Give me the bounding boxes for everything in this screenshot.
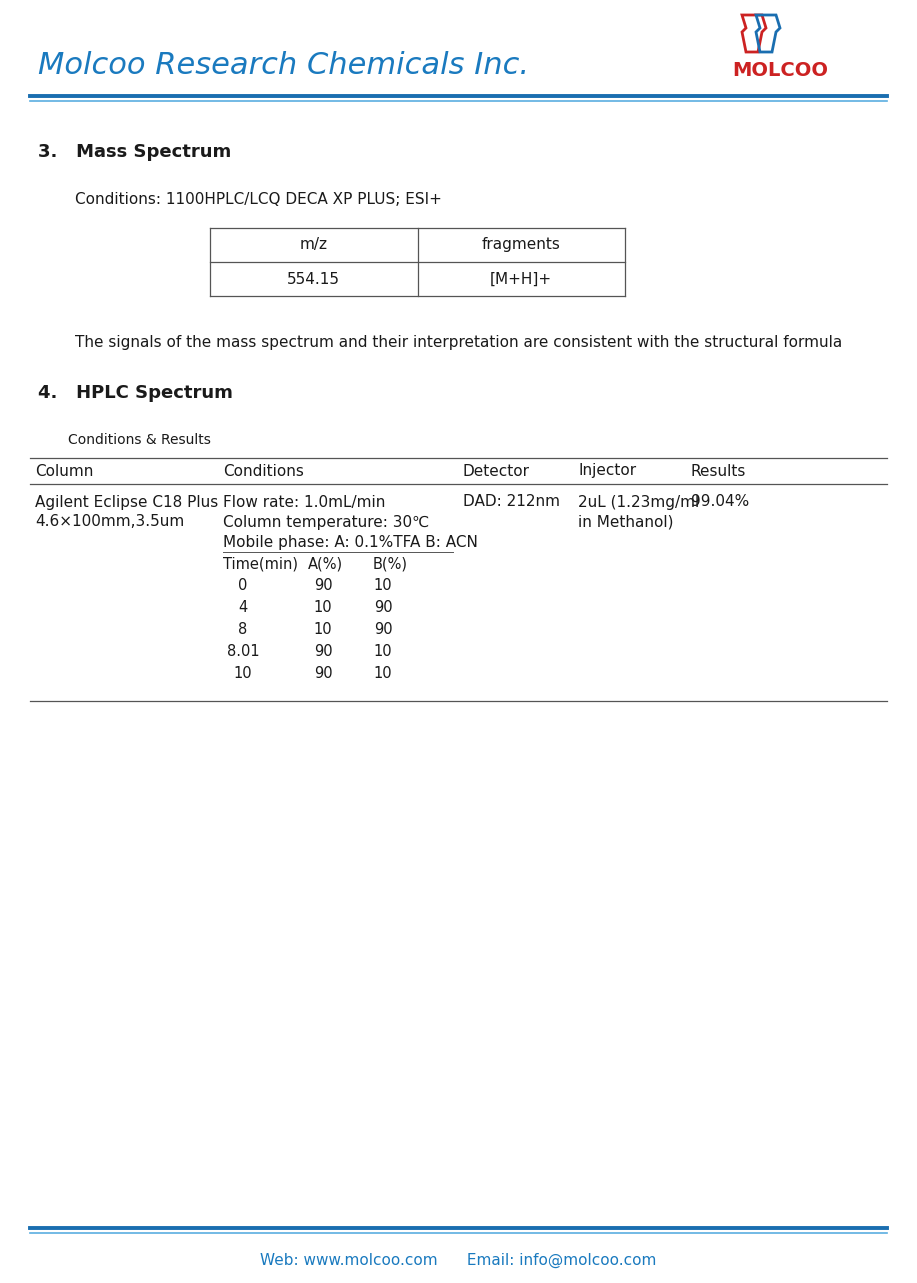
Text: 90: 90: [374, 622, 392, 638]
Text: 8.01: 8.01: [226, 644, 260, 659]
Text: 90: 90: [314, 644, 332, 659]
Text: Column temperature: 30℃: Column temperature: 30℃: [223, 514, 429, 530]
Text: A(%): A(%): [308, 557, 343, 571]
Text: [M+H]+: [M+H]+: [491, 272, 552, 286]
Text: 4.   HPLC Spectrum: 4. HPLC Spectrum: [38, 384, 233, 402]
Text: Conditions: 1100HPLC/LCQ DECA XP PLUS; ESI+: Conditions: 1100HPLC/LCQ DECA XP PLUS; E…: [75, 192, 442, 208]
Text: Results: Results: [691, 463, 746, 479]
Text: 4: 4: [238, 600, 248, 616]
Text: Detector: Detector: [463, 463, 530, 479]
Text: 10: 10: [234, 666, 252, 681]
Text: 10: 10: [374, 644, 392, 659]
Text: fragments: fragments: [481, 237, 560, 253]
Text: in Methanol): in Methanol): [578, 514, 673, 530]
Text: The signals of the mass spectrum and their interpretation are consistent with th: The signals of the mass spectrum and the…: [75, 335, 842, 349]
Text: Injector: Injector: [578, 463, 636, 479]
Text: 10: 10: [314, 622, 332, 638]
Text: B(%): B(%): [373, 557, 408, 571]
Text: Flow rate: 1.0mL/min: Flow rate: 1.0mL/min: [223, 494, 385, 509]
Text: 90: 90: [314, 666, 332, 681]
Text: 10: 10: [374, 666, 392, 681]
Text: Conditions: Conditions: [223, 463, 304, 479]
Text: m/z: m/z: [300, 237, 327, 253]
Text: Mobile phase: A: 0.1%TFA B: ACN: Mobile phase: A: 0.1%TFA B: ACN: [223, 535, 478, 549]
Text: 8: 8: [238, 622, 248, 638]
Text: 4.6×100mm,3.5um: 4.6×100mm,3.5um: [35, 514, 184, 530]
Text: MOLCOO: MOLCOO: [732, 60, 828, 80]
Text: 0: 0: [238, 579, 248, 594]
Text: Agilent Eclipse C18 Plus: Agilent Eclipse C18 Plus: [35, 494, 218, 509]
Text: Time(min): Time(min): [223, 557, 298, 571]
Text: 3.   Mass Spectrum: 3. Mass Spectrum: [38, 142, 231, 160]
Text: 10: 10: [314, 600, 332, 616]
Text: Conditions & Results: Conditions & Results: [68, 432, 211, 446]
Text: Web: www.molcoo.com      Email: info@molcoo.com: Web: www.molcoo.com Email: info@molcoo.c…: [260, 1252, 657, 1268]
Text: Column: Column: [35, 463, 94, 479]
Text: 10: 10: [374, 579, 392, 594]
Text: 90: 90: [314, 579, 332, 594]
Text: 90: 90: [374, 600, 392, 616]
Text: 2uL (1.23mg/ml: 2uL (1.23mg/ml: [578, 494, 700, 509]
Text: 554.15: 554.15: [287, 272, 340, 286]
Text: DAD: 212nm: DAD: 212nm: [463, 494, 560, 509]
Text: 99.04%: 99.04%: [691, 494, 749, 509]
Text: Molcoo Research Chemicals Inc.: Molcoo Research Chemicals Inc.: [38, 50, 529, 80]
